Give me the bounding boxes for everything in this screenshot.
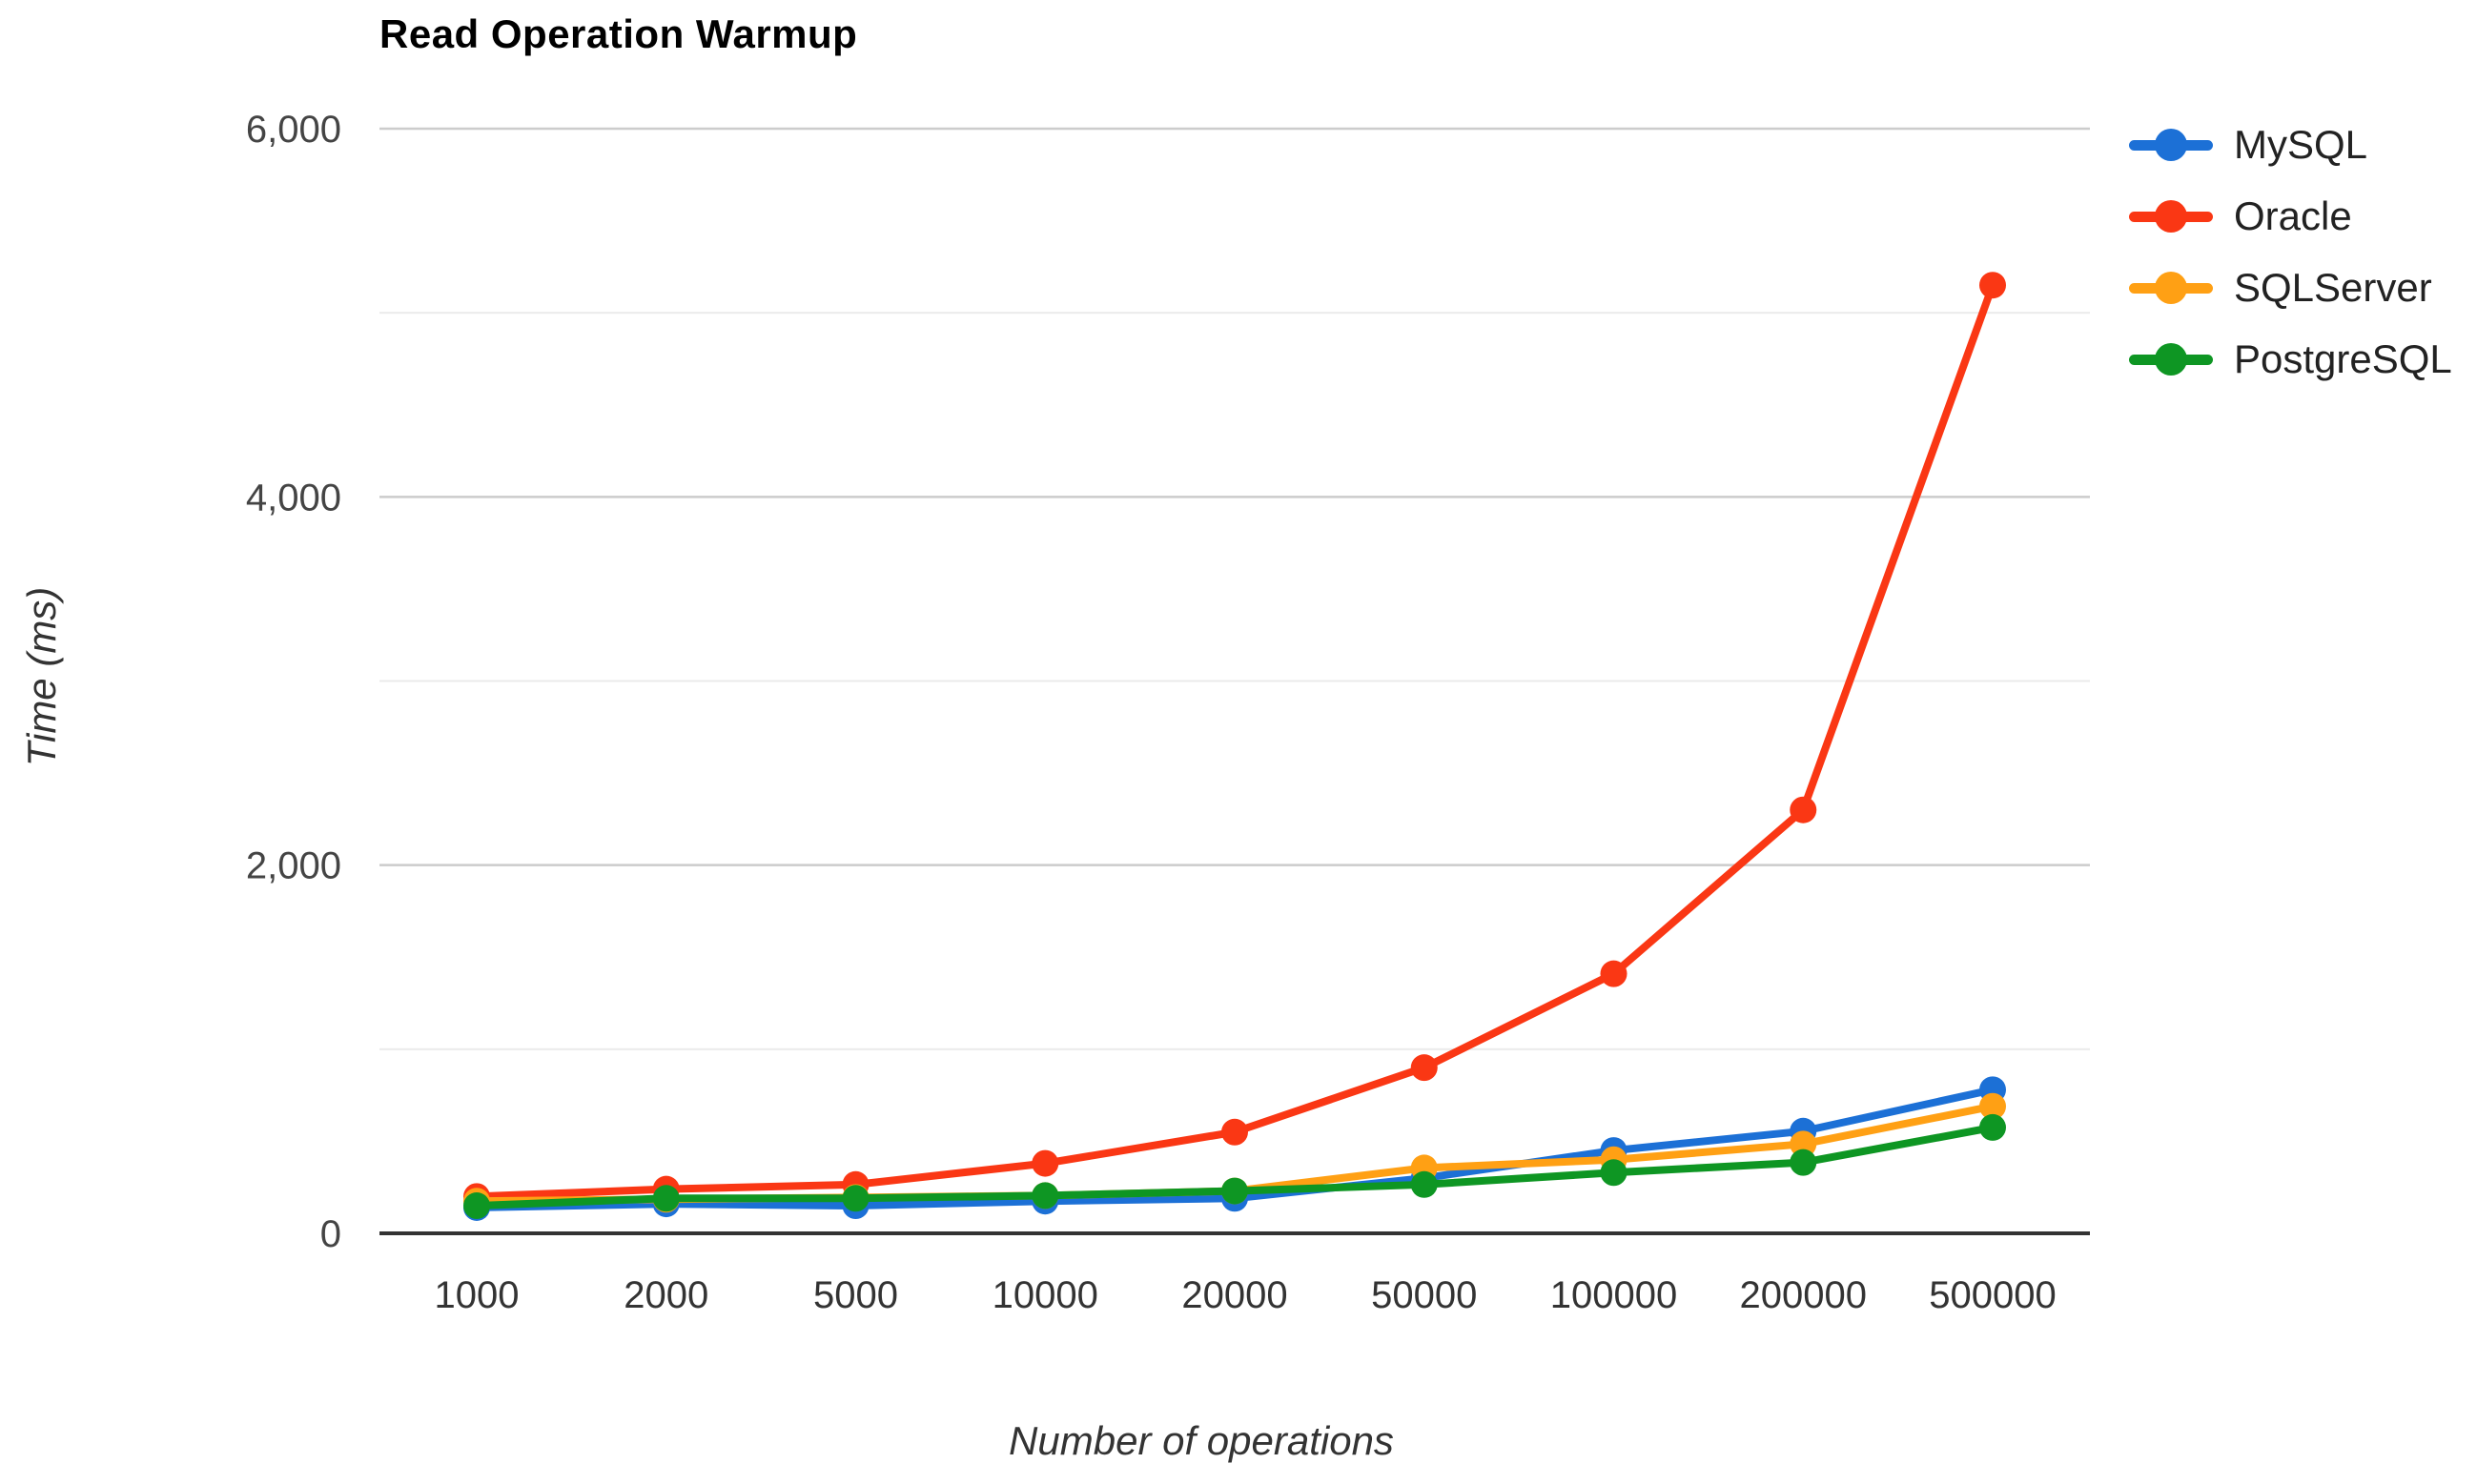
legend-item-oracle[interactable]: Oracle	[2129, 193, 2352, 239]
x-tick-label: 200000	[1740, 1274, 1867, 1316]
legend-dot-mysql-icon	[2155, 129, 2187, 161]
legend-label: SQLServer	[2234, 265, 2432, 310]
legend-dot-postgresql-icon	[2155, 343, 2187, 376]
legend-label: Oracle	[2234, 193, 2352, 238]
x-tick-label: 500000	[1929, 1274, 2056, 1316]
data-point-postgresql-5000[interactable]	[842, 1185, 870, 1212]
chart-title: Read Operation Warmup	[379, 11, 858, 56]
data-point-oracle-50000[interactable]	[1410, 1054, 1438, 1082]
data-point-oracle-20000[interactable]	[1221, 1118, 1248, 1146]
x-tick-label: 5000	[813, 1274, 898, 1316]
legend-item-postgresql[interactable]: PostgreSQL	[2129, 336, 2452, 382]
data-point-oracle-500000[interactable]	[1979, 272, 2006, 299]
data-point-postgresql-2000[interactable]	[652, 1185, 680, 1212]
x-tick-label: 100000	[1550, 1274, 1677, 1316]
y-tick-label: 2,000	[246, 845, 341, 887]
data-point-postgresql-100000[interactable]	[1600, 1159, 1627, 1187]
data-point-oracle-100000[interactable]	[1600, 960, 1627, 987]
data-point-postgresql-200000[interactable]	[1790, 1149, 1817, 1176]
x-tick-label: 20000	[1181, 1274, 1287, 1316]
data-point-oracle-10000[interactable]	[1032, 1149, 1059, 1177]
y-tick-label: 0	[320, 1213, 341, 1255]
series-line-oracle	[473, 281, 1996, 1201]
data-point-postgresql-50000[interactable]	[1410, 1170, 1438, 1198]
x-tick-label: 10000	[993, 1274, 1098, 1316]
legend-dot-oracle-icon	[2155, 200, 2187, 233]
data-point-postgresql-500000[interactable]	[1979, 1113, 2006, 1141]
legend-marker-postgresql-icon	[2129, 343, 2213, 376]
x-axis-title: Number of operations	[1009, 1418, 1394, 1463]
y-tick-label: 6,000	[246, 109, 341, 151]
x-tick-label: 50000	[1371, 1274, 1477, 1316]
legend-dot-sqlserver-icon	[2155, 272, 2187, 304]
legend-marker-mysql-icon	[2129, 129, 2213, 161]
legend-marker-sqlserver-icon	[2129, 272, 2213, 304]
legend-label: MySQL	[2234, 122, 2368, 167]
y-tick-label: 4,000	[246, 477, 341, 518]
legend-label: PostgreSQL	[2234, 336, 2452, 381]
data-point-sqlserver-200000[interactable]	[1790, 1130, 1817, 1158]
data-point-oracle-200000[interactable]	[1790, 796, 1817, 823]
data-point-sqlserver-500000[interactable]	[1979, 1092, 2006, 1120]
data-point-postgresql-20000[interactable]	[1221, 1177, 1248, 1205]
data-point-postgresql-1000[interactable]	[463, 1192, 490, 1220]
data-point-postgresql-10000[interactable]	[1032, 1182, 1059, 1210]
x-tick-label: 1000	[435, 1274, 520, 1316]
legend-item-mysql[interactable]: MySQL	[2129, 122, 2367, 168]
x-tick-label: 2000	[624, 1274, 708, 1316]
legend-item-sqlserver[interactable]: SQLServer	[2129, 265, 2432, 311]
legend-marker-oracle-icon	[2129, 200, 2213, 233]
